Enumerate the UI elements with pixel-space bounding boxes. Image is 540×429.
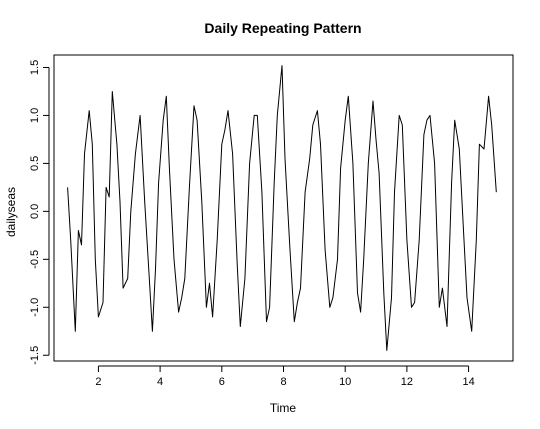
y-tick-label: -1.0	[29, 298, 41, 317]
x-tick-label: 12	[401, 376, 413, 388]
y-tick-label: 0.5	[29, 156, 41, 171]
x-tick-label: 6	[219, 376, 225, 388]
x-tick-label: 2	[95, 376, 101, 388]
series-line	[67, 65, 497, 351]
x-axis: 2 4 6 8 10 12 14	[95, 365, 475, 388]
y-axis: -1.5 -1.0 -0.5 0.0 0.5 1.0 1.5	[29, 60, 50, 365]
y-tick-label: 1.0	[29, 108, 41, 123]
y-tick-label: -0.5	[29, 250, 41, 269]
series-layer	[67, 65, 497, 351]
chart-title: Daily Repeating Pattern	[204, 20, 361, 36]
x-tick-label: 14	[462, 376, 474, 388]
plot-area-frame	[53, 54, 514, 362]
y-tick-label: -1.5	[29, 346, 41, 365]
y-tick-label: 1.5	[29, 60, 41, 75]
x-tick-label: 8	[280, 376, 286, 388]
y-tick-label: 0.0	[29, 204, 41, 219]
x-axis-label: Time	[270, 401, 297, 415]
x-tick-label: 4	[157, 376, 163, 388]
y-axis-label: dailyseas	[4, 187, 18, 237]
x-tick-label: 10	[339, 376, 351, 388]
